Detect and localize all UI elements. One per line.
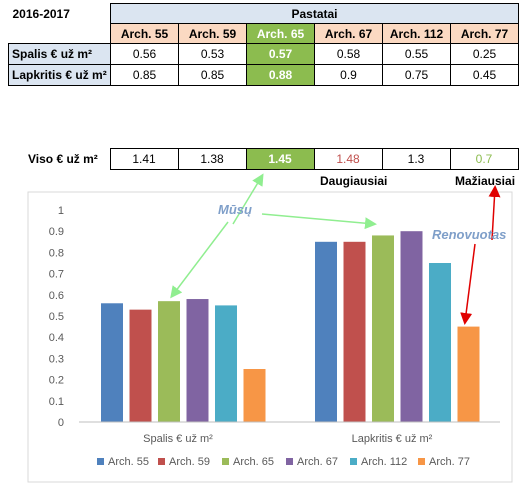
legend-label: Arch. 67	[297, 456, 338, 468]
total-cell: 1.38	[177, 148, 247, 170]
arrow-to-renovated-bar	[460, 243, 476, 325]
total-cell-min: 0.7	[449, 148, 519, 170]
legend-swatch	[97, 458, 104, 465]
bar	[372, 235, 394, 422]
totals-table: Viso € už m² 1.41 1.38 1.45 1.48 1.3 0.7	[8, 148, 519, 170]
table-cell: 0.53	[178, 43, 247, 65]
y-tick-label: 0.9	[49, 226, 64, 238]
table-cell: 0.45	[450, 64, 519, 86]
most-note: Daugiausiai	[320, 174, 388, 188]
bar	[243, 369, 266, 422]
arrow-to-november-bar	[261, 213, 377, 230]
legend-label: Arch. 65	[233, 456, 274, 468]
bar	[101, 303, 123, 422]
row-label: Spalis € už m²	[8, 43, 111, 65]
y-tick-label: 0.4	[49, 332, 64, 344]
y-axis: 0 0.1 0.2 0.3 0.4 0.5 0.6 0.7 0.8 0.9 1	[49, 205, 64, 429]
y-tick-label: 0	[58, 417, 64, 429]
arrow-to-october-bar	[170, 221, 229, 299]
renovated-callout: Renovuotas	[432, 227, 507, 242]
legend-swatch	[350, 458, 357, 465]
table-cell: 0.55	[382, 43, 451, 65]
column-header: Arch. 55	[110, 23, 179, 44]
arrow-to-total	[232, 173, 264, 225]
x-tick-label: Lapkritis € už m²	[352, 433, 433, 445]
year-label: 2016-2017	[12, 6, 70, 21]
legend: Arch. 55 Arch. 59 Arch. 65 Arch. 67 Arch. 11…	[97, 456, 470, 468]
bar	[315, 241, 337, 422]
legend-label: Arch. 59	[169, 456, 210, 468]
total-cell: 1.41	[109, 148, 179, 170]
total-cell-highlighted: 1.45	[245, 148, 315, 170]
column-header: Arch. 67	[314, 23, 383, 44]
x-axis-labels: Spalis € už m² Lapkritis € už m²	[143, 433, 433, 445]
table-cell: 0.75	[382, 64, 451, 86]
y-tick-label: 0.8	[49, 247, 64, 259]
y-tick-label: 1	[58, 205, 64, 217]
legend-swatch	[418, 458, 425, 465]
bar	[429, 263, 451, 422]
bars	[101, 231, 480, 422]
cost-table: 2016-2017 Pastatai Arch. 55 Arch. 59 Arc…	[8, 3, 519, 86]
column-header: Arch. 77	[450, 23, 519, 44]
bar	[186, 299, 209, 422]
legend-label: Arch. 55	[108, 456, 149, 468]
legend-label: Arch. 112	[361, 456, 407, 468]
legend-label: Arch. 77	[429, 456, 470, 468]
table-cell: 0.56	[110, 43, 179, 65]
bar	[129, 309, 152, 422]
ours-callout: Mūsų	[218, 202, 252, 217]
totals-label: Viso € už m²	[28, 152, 98, 166]
legend-swatch	[158, 458, 165, 465]
row-label: Lapkritis € už m²	[8, 64, 111, 86]
y-tick-label: 0.7	[49, 269, 64, 281]
y-tick-label: 0.6	[49, 290, 64, 302]
y-tick-label: 0.1	[49, 396, 64, 408]
bar	[343, 241, 366, 422]
table-cell-highlighted: 0.88	[246, 64, 315, 86]
buildings-header: Pastatai	[110, 3, 519, 24]
y-tick-label: 0.5	[49, 311, 64, 323]
arrow-to-least-total	[488, 185, 501, 241]
column-header: Arch. 112	[382, 23, 451, 44]
bar	[457, 326, 480, 422]
legend-swatch	[222, 458, 229, 465]
legend-swatch	[286, 458, 293, 465]
column-header: Arch. 59	[178, 23, 247, 44]
bar	[215, 305, 237, 422]
bar	[400, 231, 423, 422]
bar	[158, 301, 180, 422]
least-note: Mažiausiai	[455, 174, 516, 188]
x-tick-label: Spalis € už m²	[143, 433, 213, 445]
y-tick-label: 0.2	[49, 375, 64, 387]
total-cell-max: 1.48	[313, 148, 383, 170]
y-tick-label: 0.3	[49, 353, 64, 365]
